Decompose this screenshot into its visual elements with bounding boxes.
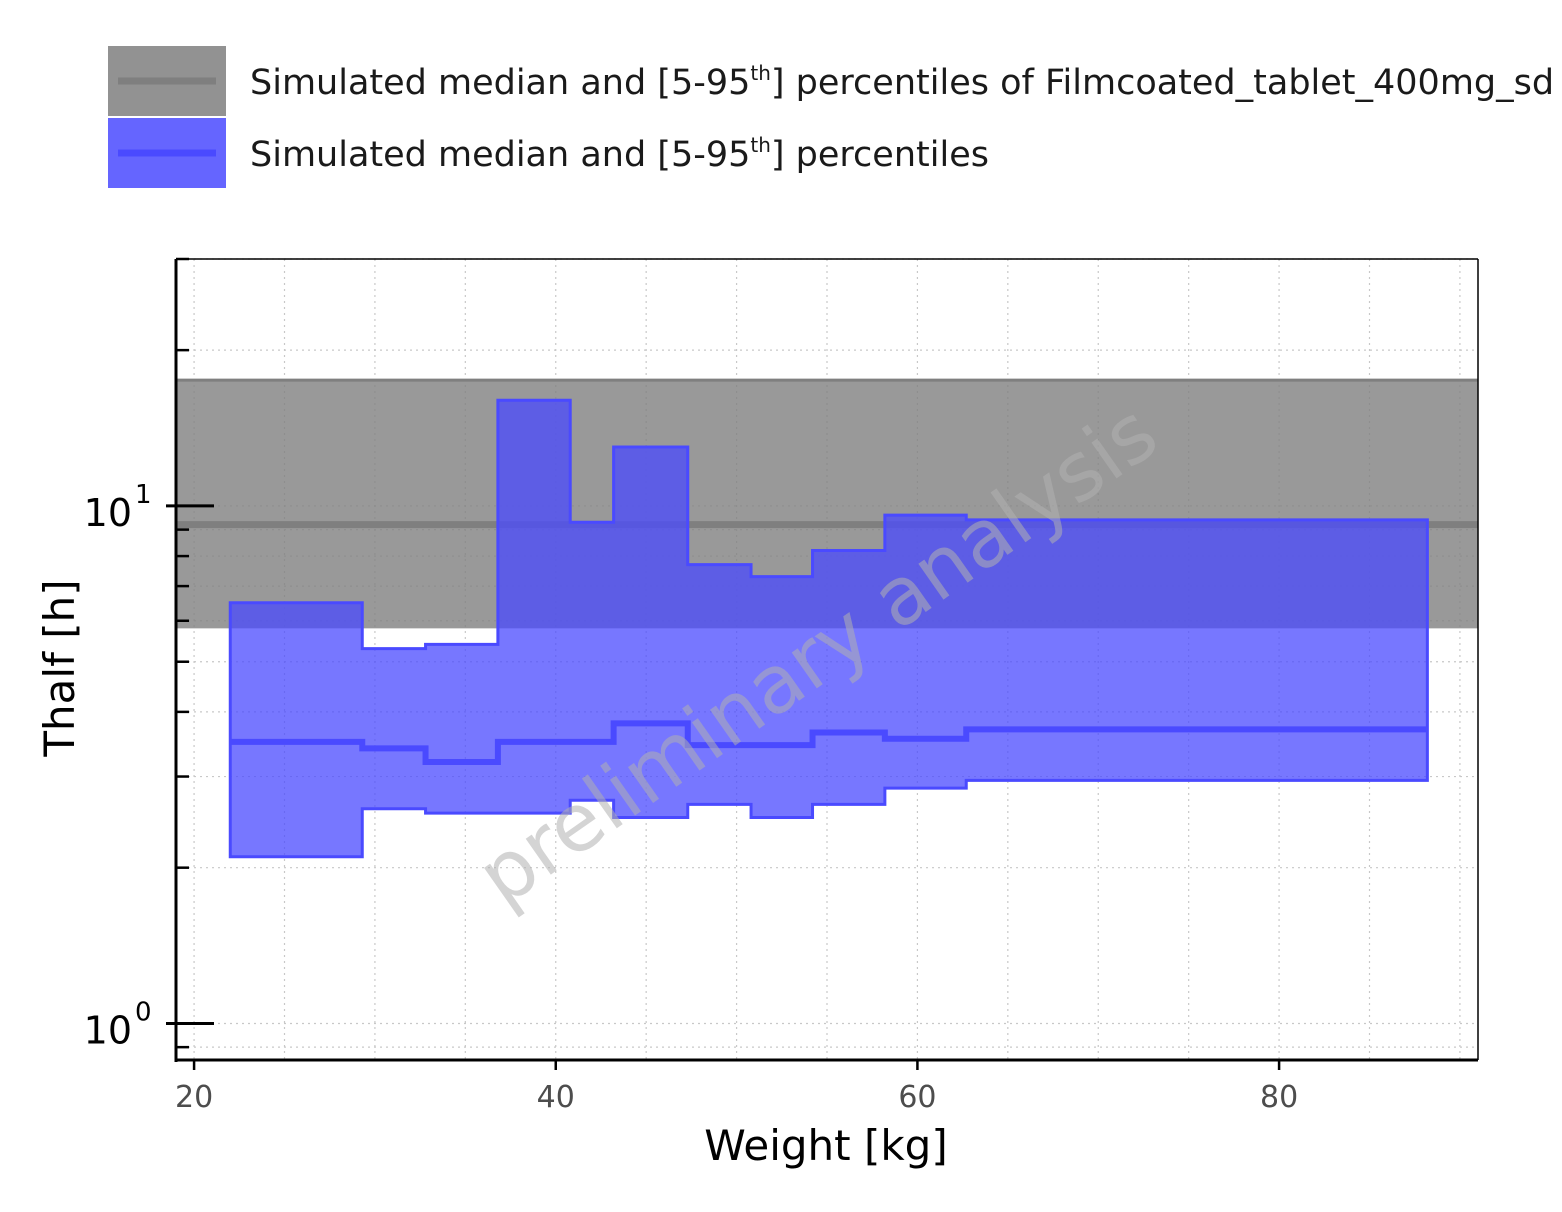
- simulated-median-line: [230, 720, 1428, 766]
- legend-item-reference: Simulated median and [5-95th] percentile…: [108, 46, 1554, 116]
- axes: [166, 257, 1479, 1070]
- x-tick-label: 80: [1260, 1080, 1298, 1115]
- x-tick-label: 40: [537, 1080, 575, 1115]
- y-tick-label: 10: [84, 1008, 132, 1052]
- y-tick-exponent: 0: [135, 997, 152, 1027]
- x-axis-label: Weight [kg]: [704, 1121, 947, 1170]
- y-tick-label: 10: [84, 491, 132, 535]
- y-tick-exponent: 1: [135, 480, 152, 510]
- legend: Simulated median and [5-95th] percentile…: [108, 46, 1554, 188]
- legend-label-reference: Simulated median and [5-95th] percentile…: [250, 61, 1554, 103]
- legend-item-simulated: Simulated median and [5-95th] percentile…: [108, 118, 989, 188]
- y-axis-label: Thalf [h]: [35, 579, 84, 757]
- x-tick-label: 60: [898, 1080, 936, 1115]
- series-layer: [176, 378, 1478, 859]
- legend-label-simulated: Simulated median and [5-95th] percentile…: [250, 133, 989, 175]
- x-tick-label: 20: [175, 1080, 213, 1115]
